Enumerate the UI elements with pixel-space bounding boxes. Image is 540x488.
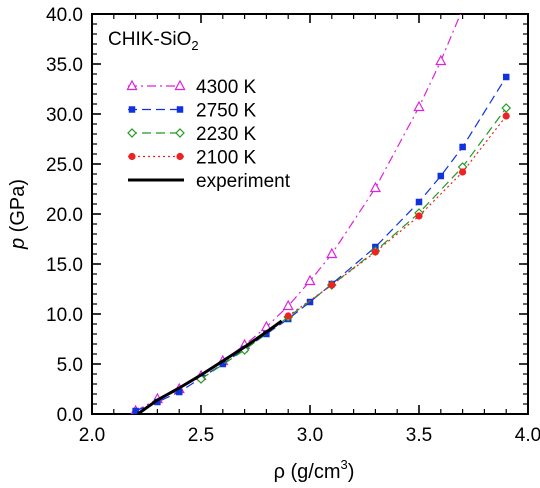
series-line — [135, 14, 462, 412]
data-point — [371, 248, 379, 256]
series-2100-k — [284, 112, 510, 320]
series-line — [136, 319, 283, 414]
x-axis-label-sup: 3 — [341, 457, 348, 472]
y-axis-label-symbol: p — [7, 238, 29, 250]
legend-marker — [126, 79, 138, 91]
series-4300-k — [130, 4, 467, 414]
series-line — [287, 115, 507, 317]
data-point — [501, 103, 512, 113]
x-tick-label: 4.0 — [515, 425, 540, 446]
legend-marker — [176, 106, 184, 113]
legend-marker — [128, 106, 136, 113]
y-tick-label: 25.0 — [46, 155, 83, 176]
series-experiment — [136, 319, 283, 414]
x-axis-label: ρ (g/cm3) — [274, 457, 355, 483]
data-point — [132, 407, 139, 414]
data-point — [502, 112, 510, 120]
x-tick-label: 2.5 — [188, 425, 214, 446]
data-point — [502, 73, 510, 81]
series-line — [135, 76, 507, 412]
data-point — [304, 274, 316, 286]
data-point — [328, 281, 336, 289]
legend-label: 2230 K — [196, 124, 257, 145]
x-axis-label-symbol: ρ — [274, 461, 285, 483]
data-point — [369, 181, 382, 193]
plot-frame — [91, 13, 529, 415]
legend-label: 4300 K — [196, 77, 257, 98]
y-tick-label: 10.0 — [46, 305, 83, 326]
legend-marker — [174, 79, 186, 91]
y-tick-label: 20.0 — [46, 205, 83, 226]
data-series — [130, 4, 512, 414]
y-axis-label: p (GPa) — [7, 179, 29, 250]
data-point — [459, 143, 466, 151]
x-tick-label: 2.0 — [79, 425, 105, 446]
x-axis-label-unit: (g/cm — [291, 461, 341, 483]
legend-marker — [128, 152, 136, 161]
data-point — [415, 212, 423, 220]
data-point — [282, 299, 294, 311]
data-point — [437, 172, 445, 180]
data-point — [326, 247, 338, 259]
data-point — [459, 168, 467, 176]
data-point — [284, 312, 292, 320]
data-point — [415, 198, 423, 206]
y-tick-label: 5.0 — [57, 355, 83, 376]
y-tick-label: 30.0 — [46, 105, 83, 126]
y-tick-label: 15.0 — [46, 255, 83, 276]
data-point — [458, 4, 467, 13]
data-point — [306, 298, 314, 306]
x-tick-label: 3.5 — [406, 425, 432, 446]
x-tick-label: 3.0 — [297, 425, 323, 446]
axes — [91, 13, 529, 415]
data-point — [413, 100, 425, 112]
series-2750-k — [132, 73, 510, 414]
chart-title: CHIK-SiO2 — [108, 29, 199, 53]
chart-title-subscript: 2 — [191, 38, 198, 53]
y-tick-label: 35.0 — [46, 55, 83, 76]
data-point — [435, 54, 447, 66]
legend-marker — [127, 128, 137, 138]
chart-title-main: CHIK-SiO — [108, 29, 191, 50]
legend-label: 2100 K — [196, 148, 257, 169]
axis-ticks: 2.0 2.5 3.0 3.5 4.0 0.0 5.0 10.0 15.0 20.0 25.0 30.… — [46, 5, 540, 446]
legend-label: experiment — [196, 171, 291, 192]
x-axis-label-suffix: ) — [348, 461, 355, 483]
legend-marker — [175, 128, 185, 138]
y-tick-label: 0.0 — [57, 405, 83, 426]
legend-marker — [176, 152, 184, 161]
y-axis-label-unit: (GPa) — [7, 179, 29, 232]
y-tick-label: 40.0 — [46, 5, 83, 26]
legend-label: 2750 K — [196, 101, 257, 122]
